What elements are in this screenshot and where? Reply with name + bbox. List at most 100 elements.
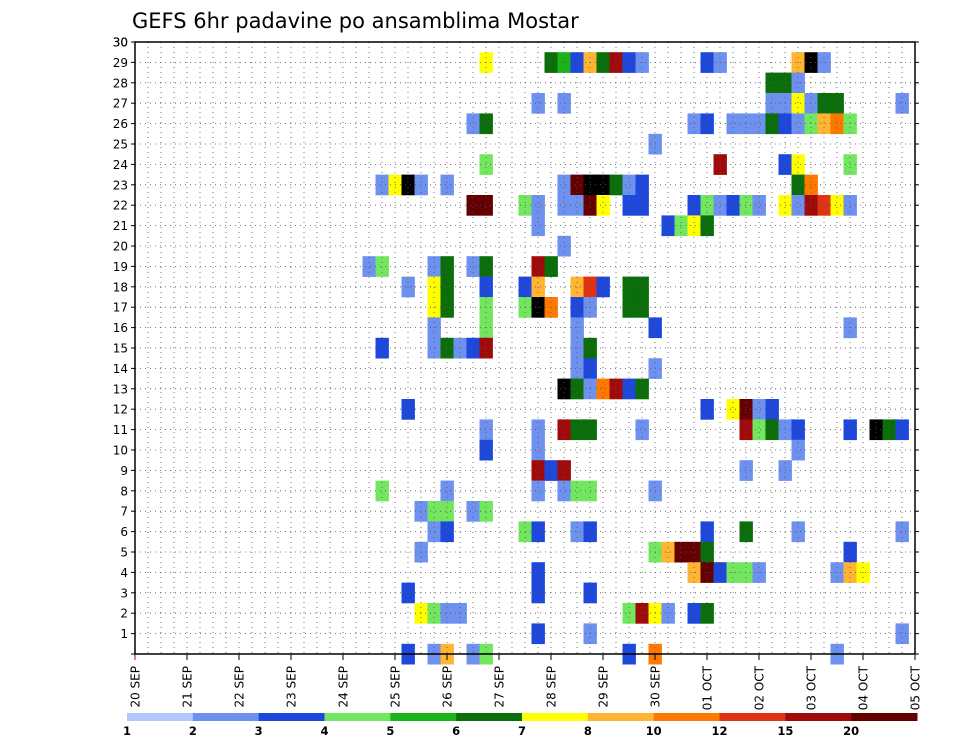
heatmap-cell	[661, 215, 675, 237]
heatmap-cell	[739, 521, 753, 543]
heatmap-cell	[791, 195, 805, 216]
colorbar-swatch	[192, 713, 260, 721]
heatmap-cell	[570, 276, 584, 298]
heatmap-cell	[817, 195, 831, 216]
heatmap-cell	[531, 521, 545, 543]
heatmap-cell	[570, 419, 584, 441]
heatmap-cell	[440, 174, 454, 196]
y-tick-label: 22	[113, 199, 128, 213]
y-tick-label: 30	[113, 36, 128, 50]
x-tick-label: 30 SEP	[649, 666, 663, 708]
heatmap-cell	[531, 93, 545, 114]
x-tick-label: 05 OCT	[909, 665, 923, 710]
plot-frame	[134, 41, 916, 655]
heatmap-cell	[570, 521, 584, 543]
heatmap-cell	[726, 399, 740, 420]
heatmap-cell	[791, 93, 805, 114]
x-tick-label: 23 SEP	[285, 666, 299, 708]
heatmap-cell	[609, 174, 623, 196]
colorbar-swatch	[851, 713, 918, 721]
heatmap-cell	[479, 419, 493, 441]
heatmap-cell	[791, 439, 805, 461]
y-tick-label: 2	[120, 607, 128, 621]
heatmap-cell	[440, 276, 454, 298]
x-tick-label: 02 OCT	[753, 665, 767, 710]
heatmap-cell	[531, 215, 545, 237]
heatmap-cell	[479, 276, 493, 298]
heatmap-cell	[817, 93, 831, 114]
heatmap-cell	[401, 174, 415, 196]
heatmap-cell	[479, 501, 493, 522]
heatmap-cell	[479, 439, 493, 461]
colorbar-label: 12	[711, 724, 727, 738]
heatmap-cell	[700, 195, 714, 216]
x-tick-label: 24 SEP	[337, 666, 351, 708]
colorbar-label: 7	[518, 724, 526, 738]
heatmap-cell	[440, 480, 454, 502]
heatmap-cell	[765, 113, 779, 135]
y-tick-label: 24	[113, 158, 128, 172]
heatmap-cell	[440, 501, 454, 522]
heatmap-cell	[622, 603, 636, 624]
colorbar-legend: 1 2 3 4 5 6 7 8 10 12 15 20	[123, 713, 918, 738]
y-tick-label: 8	[120, 484, 128, 498]
colorbar-label: 8	[584, 724, 592, 738]
heatmap-cell	[466, 113, 480, 135]
heatmap-cell	[544, 460, 558, 481]
heatmap-cell	[635, 378, 649, 400]
heatmap-cell	[479, 154, 493, 175]
y-tick-label: 9	[120, 464, 128, 478]
y-tick-label: 11	[113, 423, 128, 437]
heatmap-cell	[570, 174, 584, 196]
y-tick-label: 18	[113, 280, 128, 294]
heatmap-cell	[622, 378, 636, 400]
heatmap-cell	[531, 439, 545, 461]
heatmap-cell	[895, 419, 909, 441]
heatmap-cell	[544, 256, 558, 277]
heatmap-cell	[557, 460, 571, 481]
heatmap-cell	[570, 358, 584, 379]
heatmap-cell	[830, 93, 844, 114]
colorbar-label: 15	[777, 724, 793, 738]
heatmap-cell	[570, 195, 584, 216]
heatmap-cell	[570, 337, 584, 359]
heatmap-cell	[674, 215, 688, 237]
x-tick-label: 29 SEP	[597, 666, 611, 708]
heatmap-cell	[687, 215, 701, 237]
axis-ticks: 1234567891011121314151617181920212223242…	[113, 36, 923, 711]
colorbar-swatch	[127, 713, 194, 721]
heatmap-cell	[739, 460, 753, 481]
heatmap-cell	[375, 337, 389, 359]
heatmap-cell	[557, 480, 571, 502]
y-tick-label: 4	[120, 566, 128, 580]
dotted-grid	[135, 42, 915, 654]
heatmap-cell	[765, 93, 779, 114]
y-tick-label: 1	[120, 627, 128, 641]
y-tick-label: 20	[113, 240, 128, 254]
y-tick-label: 29	[113, 56, 128, 70]
heatmap-cell	[596, 195, 610, 216]
y-tick-label: 7	[120, 505, 128, 519]
heatmap-cell	[531, 276, 545, 298]
heatmap-cell	[895, 623, 909, 645]
heatmap-cell	[479, 113, 493, 135]
heatmap-cell	[479, 256, 493, 277]
y-tick-label: 5	[120, 546, 128, 560]
heatmap-cell	[531, 419, 545, 441]
heatmap-cell	[739, 399, 753, 420]
heatmap-cell	[791, 521, 805, 543]
heatmap-cell	[427, 603, 441, 624]
heatmap-cell	[596, 174, 610, 196]
heatmap-cell	[557, 174, 571, 196]
heatmap-cell	[635, 603, 649, 624]
heatmap-cell	[726, 113, 740, 135]
heatmap-cell	[479, 195, 493, 216]
heatmap-cell	[804, 174, 818, 196]
heatmap-cell	[622, 174, 636, 196]
heatmap-cell	[830, 113, 844, 135]
heatmap-cell	[466, 256, 480, 277]
heatmap-cell	[895, 521, 909, 543]
heatmap-cell	[479, 337, 493, 359]
heatmap-cell	[791, 419, 805, 441]
heatmap-cell	[466, 337, 480, 359]
